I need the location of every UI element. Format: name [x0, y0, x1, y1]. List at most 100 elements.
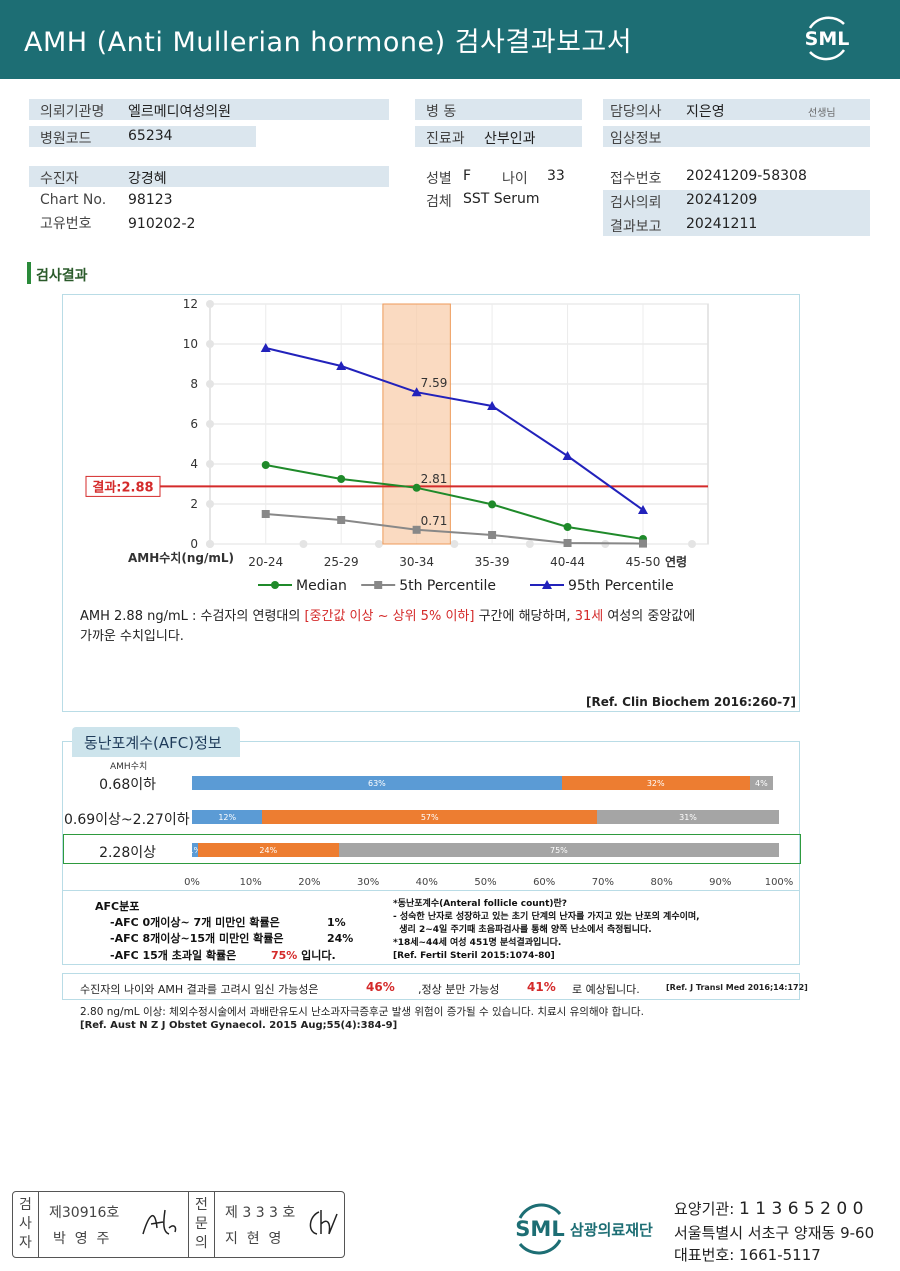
- afc-def-2: - 성숙한 난자로 성장하고 있는 초기 단계의 난자를 가지고 있는 난포의 …: [393, 912, 700, 922]
- y-tick-label: 12: [183, 297, 198, 311]
- marker-95th-percentile: [260, 343, 271, 352]
- pregnancy-ref: [Ref. J Transl Med 2016;14:172]: [666, 983, 808, 992]
- sex-label: 성별: [426, 171, 452, 187]
- uid-value: 910202-2: [128, 216, 196, 232]
- specialist-label-1: 전: [195, 1197, 208, 1213]
- marker-95th-percentile: [411, 387, 422, 397]
- institution-value: 엘르메디여성의원: [128, 104, 232, 120]
- y-tick-label: 0: [190, 537, 198, 551]
- x-tick-label: 20-24: [248, 555, 283, 569]
- afc-dist-title: AFC분포: [95, 900, 140, 913]
- afc-dist-3-suffix: 입니다.: [297, 949, 336, 962]
- y-tick-dot: [206, 460, 214, 468]
- sml-org-logo-icon: SML: [515, 1203, 565, 1255]
- afc-tick-label: 0%: [184, 877, 200, 888]
- x-tick-label: 25-29: [324, 555, 359, 569]
- ward-label: 병 동: [426, 104, 457, 120]
- afc-tick-label: 10%: [239, 877, 262, 888]
- interp-line-2: 가까운 수치입니다.: [80, 629, 184, 644]
- x-tick-dot: [450, 540, 459, 548]
- x-tick-dot: [688, 540, 696, 548]
- marker-median: [271, 581, 279, 589]
- hospital-code-label: 병원코드: [40, 131, 92, 147]
- section-marker: [27, 262, 31, 284]
- afc-bar-segment: 12%: [192, 810, 263, 824]
- specimen-value: SST Serum: [463, 191, 540, 207]
- afc-row-label-1: 0.68이하: [99, 777, 156, 793]
- org-code-label: 요양기관:: [674, 1200, 735, 1218]
- y-tick-dot: [206, 420, 214, 428]
- institution-label: 의뢰기관명: [40, 104, 105, 120]
- sex-value: F: [463, 168, 472, 184]
- inspector-name: 박 영 주: [53, 1231, 110, 1247]
- data-label: 0.71: [421, 514, 448, 528]
- y-tick-dot: [206, 500, 214, 508]
- afc-bar-segment: 57%: [262, 810, 598, 824]
- afc-panel: [62, 741, 800, 965]
- afc-bar-row-2: 12% 57% 31%: [192, 810, 779, 824]
- specialist-cell: 제 3 3 3 호 지 현 영: [215, 1192, 345, 1257]
- inspector-label-3: 자: [19, 1235, 32, 1251]
- header-logo-text: SML: [805, 28, 850, 50]
- afc-def-4: *18세~44세 여성 451명 분석결과입니다.: [393, 938, 562, 948]
- section-title: 검사결과: [36, 268, 88, 284]
- afc-dist-2-value: 24%: [327, 932, 354, 945]
- afc-tick-label: 90%: [709, 877, 732, 888]
- legend-entry: Median: [296, 578, 347, 594]
- interp-part-5: 여성의 중앙값에: [603, 609, 696, 624]
- y-tick-dot: [206, 380, 214, 388]
- marker-5th-percentile: [563, 539, 572, 547]
- doctor-value: 지은영: [686, 104, 725, 120]
- clinical-bar: [603, 126, 870, 147]
- afc-divider: [62, 890, 800, 891]
- department-bar: [415, 126, 582, 147]
- x-tick-dot: [525, 540, 534, 548]
- patient-value: 강경혜: [128, 171, 167, 187]
- marker-95th-percentile: [542, 580, 552, 589]
- amh-line-chart: 0 2 4 6 8 10 12 20-24 25-29 30-34 35-39 40-44 45-50…: [85, 297, 709, 594]
- chart-legend: Median 5th Percentile 95th Percentile: [258, 578, 674, 594]
- y-tick-label: 6: [190, 417, 198, 431]
- pregnancy-text-3: 로 예상됩니다.: [572, 983, 640, 996]
- afc-dist-3-value: 75%: [271, 949, 298, 962]
- interp-part-1: AMH 2.88 ng/mL : 수검자의 연령대의: [80, 609, 305, 624]
- clinical-label: 임상정보: [610, 131, 662, 147]
- chart-yticks: 0 2 4 6 8 10 12: [183, 297, 198, 551]
- inspector-no: 제30916호: [49, 1205, 120, 1221]
- org-code-line: 요양기관: 1 1 3 6 5 2 0 0: [674, 1198, 863, 1219]
- data-label: 7.59: [421, 376, 448, 390]
- org-phone-label: 대표번호:: [674, 1246, 735, 1264]
- x-tick-label: 40-44: [550, 555, 585, 569]
- legend-entry: 95th Percentile: [568, 578, 674, 594]
- patient-bar: [29, 166, 389, 187]
- marker-95th-percentile: [638, 505, 648, 514]
- afc-dist-1-value: 1%: [327, 916, 346, 929]
- result-label: 결과:2.88: [92, 479, 153, 495]
- y-tick-dot: [206, 300, 214, 308]
- sml-logo-icon: SML: [805, 16, 850, 61]
- marker-median: [563, 523, 572, 531]
- y-tick-label: 4: [190, 457, 198, 471]
- receipt-label: 접수번호: [610, 171, 662, 187]
- x-tick-label: 35-39: [475, 555, 510, 569]
- highlight-band: [382, 303, 451, 545]
- data-label: 2.81: [421, 472, 448, 486]
- report-value: 20241211: [686, 216, 758, 232]
- interp-part-3: 구간에 해당하며,: [474, 609, 575, 624]
- specialist-label-3: 의: [195, 1235, 208, 1251]
- pregnancy-panel: [62, 973, 800, 1000]
- request-value: 20241209: [686, 192, 758, 208]
- chart-xticks: 20-24 25-29 30-34 35-39 40-44 45-50 연령 AMH수치(ng…: [128, 550, 687, 569]
- x-tick-dot: [374, 540, 383, 548]
- y-tick-label: 8: [190, 377, 198, 391]
- y-tick-label: 2: [190, 497, 198, 511]
- afc-bar-segment: 32%: [561, 776, 750, 790]
- afc-bar-segment: 4%: [749, 776, 774, 790]
- org-logo-text: SML: [515, 1217, 564, 1241]
- afc-row-label-2: 0.69이상~2.27이하: [64, 812, 190, 828]
- afc-tick-label: 40%: [415, 877, 438, 888]
- afc-tick-label: 60%: [533, 877, 556, 888]
- request-label: 검사의뢰: [610, 195, 662, 211]
- patient-label: 수진자: [40, 171, 79, 187]
- chart-highlight: [382, 303, 451, 545]
